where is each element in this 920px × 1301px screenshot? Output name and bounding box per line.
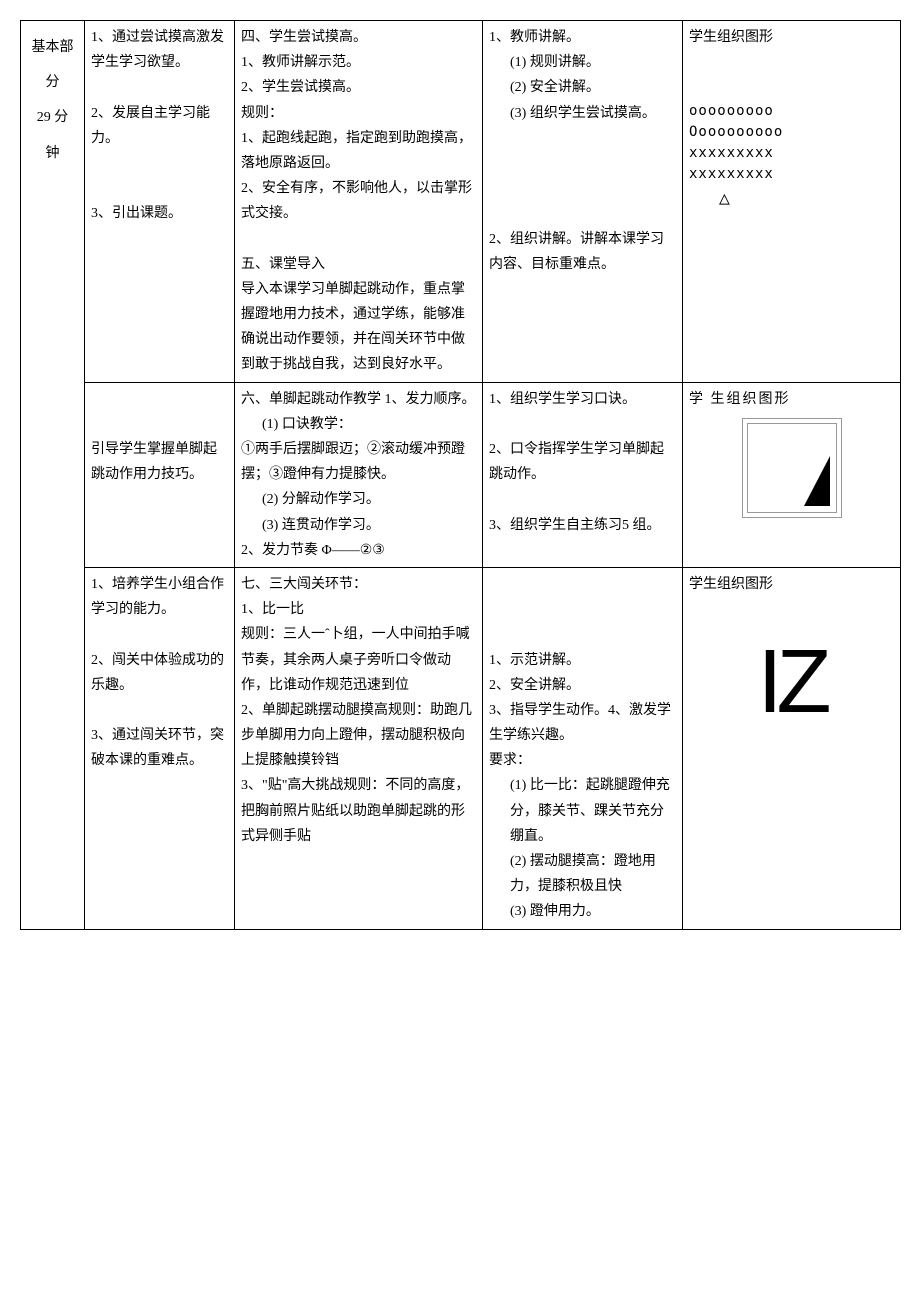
objective-item: 1、培养学生小组合作学习的能力。	[91, 572, 228, 622]
teacher-line: 2、安全讲解。	[489, 673, 676, 698]
teacher-line: (3) 组织学生尝试摸高。	[489, 101, 676, 126]
org-title: 学生组织图形	[689, 572, 894, 597]
teacher-line: (1) 规则讲解。	[489, 50, 676, 75]
content-line: 2、单脚起跳摆动腿摸高规则：助跑几步单脚用力向上蹬伸，摆动腿积极向上提膝触摸铃铛	[241, 698, 476, 774]
org-pattern-line: xxxxxxxxx	[689, 164, 894, 185]
org-pattern-line: ooooooooo	[689, 101, 894, 122]
content-line: 四、学生尝试摸高。	[241, 25, 476, 50]
content-line: 1、教师讲解示范。	[241, 50, 476, 75]
content-line: 七、三大闯关环节：	[241, 572, 476, 597]
table-row: 1、培养学生小组合作学习的能力。 2、闯关中体验成功的乐趣。 3、通过闯关环节，…	[21, 567, 901, 929]
org-iz-shape: IZ	[689, 637, 894, 727]
objectives-cell: 1、培养学生小组合作学习的能力。 2、闯关中体验成功的乐趣。 3、通过闯关环节，…	[85, 567, 235, 929]
table-row: 引导学生掌握单脚起跳动作用力技巧。 六、单脚起跳动作教学 1、发力顺序。 (1)…	[21, 382, 901, 567]
content-line: 3、"贴"高大挑战规则：不同的高度，把胸前照片贴纸以助跑单脚起跳的形式异侧手贴	[241, 773, 476, 849]
teacher-line: (3) 蹬伸用力。	[489, 899, 676, 924]
content-line: 规则：三人一ˆ卜组，一人中间拍手喊节奏，其余两人桌子旁听口令做动作，比谁动作规范…	[241, 622, 476, 698]
teacher-line: 3、指导学生动作。4、激发学生学练兴趣。	[489, 698, 676, 748]
content-line: 2、发力节奏 Φ——②③	[241, 538, 476, 563]
teacher-line: (2) 摆动腿摸高：蹬地用力，提膝积极且快	[489, 849, 676, 899]
content-line: 2、学生尝试摸高。	[241, 75, 476, 100]
teacher-line: 3、组织学生自主练习5 组。	[489, 513, 676, 538]
content-line: 2、安全有序，不影响他人，以击掌形式交接。	[241, 176, 476, 226]
org-pattern-line: Oooooooooo	[689, 122, 894, 143]
table-row: 基本部 分 29 分 钟 1、通过尝试摸高激发学生学习欲望。 2、发展自主学习能…	[21, 21, 901, 383]
objective-item: 2、发展自主学习能力。	[91, 101, 228, 151]
teacher-cell: 1、教师讲解。 (1) 规则讲解。 (2) 安全讲解。 (3) 组织学生尝试摸高…	[483, 21, 683, 383]
content-line: (2) 分解动作学习。	[241, 487, 476, 512]
org-square-diagram	[742, 418, 842, 518]
section-part4: 钟	[27, 141, 78, 166]
content-cell: 四、学生尝试摸高。 1、教师讲解示范。 2、学生尝试摸高。 规则： 1、起跑线起…	[235, 21, 483, 383]
objective-item: 2、闯关中体验成功的乐趣。	[91, 648, 228, 698]
content-line: 五、课堂导入	[241, 252, 476, 277]
teacher-line: 2、口令指挥学生学习单脚起跳动作。	[489, 437, 676, 487]
section-label-cell: 基本部 分 29 分 钟	[21, 21, 85, 930]
teacher-line: (1) 比一比：起跳腿蹬伸充分，膝关节、踝关节充分绷直。	[489, 773, 676, 849]
content-line: (3) 连贯动作学习。	[241, 513, 476, 538]
objective-item: 3、通过闯关环节，突破本课的重难点。	[91, 723, 228, 773]
objective-item: 引导学生掌握单脚起跳动作用力技巧。	[91, 437, 228, 487]
objectives-cell: 1、通过尝试摸高激发学生学习欲望。 2、发展自主学习能力。 3、引出课题。	[85, 21, 235, 383]
content-line: 1、比一比	[241, 597, 476, 622]
content-line: 1、起跑线起跑，指定跑到助跑摸高，落地原路返回。	[241, 126, 476, 176]
teacher-cell: 1、组织学生学习口诀。 2、口令指挥学生学习单脚起跳动作。 3、组织学生自主练习…	[483, 382, 683, 567]
section-part1: 基本部	[27, 35, 78, 60]
section-part2: 分	[27, 70, 78, 95]
teacher-line: 1、组织学生学习口诀。	[489, 387, 676, 412]
org-title: 学生组织图形	[689, 25, 894, 50]
org-pattern-line: xxxxxxxxx	[689, 143, 894, 164]
objectives-cell: 引导学生掌握单脚起跳动作用力技巧。	[85, 382, 235, 567]
objective-item: 1、通过尝试摸高激发学生学习欲望。	[91, 25, 228, 75]
teacher-line: 1、教师讲解。	[489, 25, 676, 50]
section-part3: 29 分	[27, 105, 78, 130]
teacher-line: 2、组织讲解。讲解本课学习内容、目标重难点。	[489, 227, 676, 277]
content-line: 规则：	[241, 101, 476, 126]
teacher-line: (2) 安全讲解。	[489, 75, 676, 100]
content-line: ①两手后摆脚跟迈；②滚动缓冲预蹬摆；③蹬伸有力提膝快。	[241, 437, 476, 487]
teacher-line: 要求：	[489, 748, 676, 773]
content-cell: 七、三大闯关环节： 1、比一比 规则：三人一ˆ卜组，一人中间拍手喊节奏，其余两人…	[235, 567, 483, 929]
teacher-line: 1、示范讲解。	[489, 648, 676, 673]
content-line: 导入本课学习单脚起跳动作，重点掌握蹬地用力技术，通过学练，能够准确说出动作要领，…	[241, 277, 476, 378]
content-cell: 六、单脚起跳动作教学 1、发力顺序。 (1) 口诀教学： ①两手后摆脚跟迈；②滚…	[235, 382, 483, 567]
lesson-plan-table: 基本部 分 29 分 钟 1、通过尝试摸高激发学生学习欲望。 2、发展自主学习能…	[20, 20, 901, 930]
org-title: 学 生组织图形	[689, 387, 894, 412]
content-line: (1) 口诀教学：	[241, 412, 476, 437]
content-line: 六、单脚起跳动作教学 1、发力顺序。	[241, 387, 476, 412]
org-cell: 学生组织图形 IZ	[683, 567, 901, 929]
objective-item: 3、引出课题。	[91, 201, 228, 226]
teacher-cell: 1、示范讲解。 2、安全讲解。 3、指导学生动作。4、激发学生学练兴趣。 要求：…	[483, 567, 683, 929]
org-triangle-icon: △	[689, 185, 894, 212]
org-cell: 学 生组织图形	[683, 382, 901, 567]
org-cell: 学生组织图形 ooooooooo Oooooooooo xxxxxxxxx xx…	[683, 21, 901, 383]
